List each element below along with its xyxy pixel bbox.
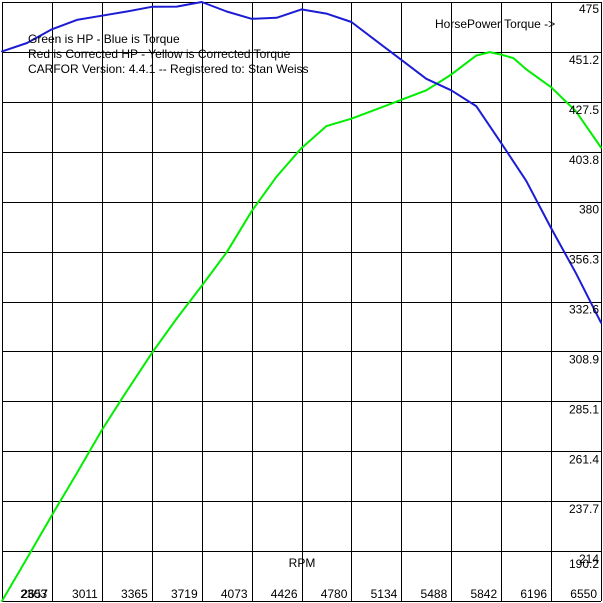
legend-line-1: Green is HP - Blue is Torque — [28, 32, 180, 46]
x-tick-label: 3719 — [171, 587, 198, 601]
x-tick-label: 4073 — [221, 587, 248, 601]
x-tick-label: 5134 — [371, 587, 398, 601]
x-tick-label: 2657 — [21, 587, 48, 601]
x-tick-label: 2303 — [20, 587, 47, 601]
x-tick-label: 3011 — [72, 587, 98, 601]
labels: Green is HP - Blue is Torque Red is Corr… — [28, 17, 555, 570]
y-tick-label: 285.1 — [569, 402, 599, 416]
legend-line-2: Red is Corrected HP - Yellow is Correcte… — [28, 47, 291, 61]
y-tick-label: 237.7 — [569, 502, 599, 516]
y-tick-label: 308.9 — [569, 352, 599, 366]
axis-caption: HorsePower Torque -> — [435, 17, 555, 31]
series-line-torque — [1, 1, 602, 324]
y-tick-label: 261.4 — [569, 452, 599, 466]
x-tick-label: 5488 — [421, 587, 448, 601]
y-tick-label: 403.8 — [569, 153, 599, 167]
y-tick-label: 427.5 — [569, 103, 599, 117]
y-tick-label: 451.2 — [569, 53, 599, 67]
x-tick-label: 6550 — [570, 587, 597, 601]
x-tick-label: 4780 — [321, 587, 348, 601]
y-tick-label: 214 — [579, 552, 599, 566]
y-tick-label: 380 — [579, 203, 599, 217]
y-tick-label: 356.3 — [569, 253, 599, 267]
y-tick-label: 332.6 — [569, 303, 599, 317]
legend-line-3: CARFOR Version: 4.4.1 -- Registered to: … — [28, 62, 309, 76]
y-tick-label: 190.2 — [569, 557, 599, 571]
x-axis-label: RPM — [289, 556, 316, 570]
y-tick-label: 475 — [579, 2, 599, 16]
x-tick-label: 4426 — [271, 587, 298, 601]
series-line-hp — [1, 51, 602, 602]
x-tick-label: 3365 — [121, 587, 148, 601]
tick-labels: 475 451.2 427.5 403.8 380 356.3 332.6 308.9 285.… — [20, 2, 599, 601]
x-tick-label: 6196 — [520, 587, 547, 601]
x-tick-label: 5842 — [470, 587, 497, 601]
